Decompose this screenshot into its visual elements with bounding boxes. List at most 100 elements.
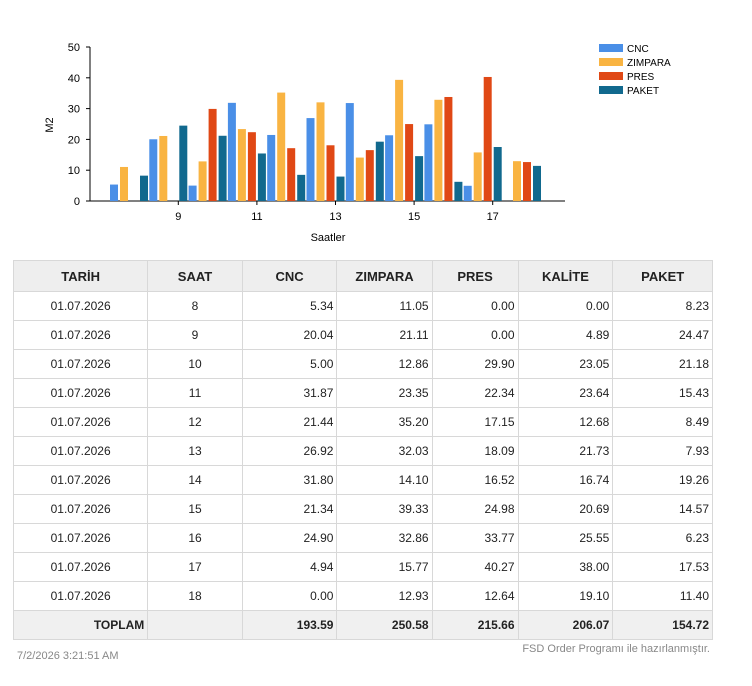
totals-label: TOPLAM (12, 610, 149, 640)
cell-pres: 33.77 (431, 523, 519, 553)
cell-date: 01.07.2026 (12, 291, 149, 321)
legend-swatch (599, 58, 623, 66)
cell-hour: 10 (147, 349, 243, 379)
cell-date: 01.07.2026 (12, 436, 149, 466)
cell-date: 01.07.2026 (12, 552, 149, 582)
cell-kalite: 20.69 (517, 494, 614, 524)
table-row: 01.07.2026 15 21.34 39.33 24.98 20.69 14.57 (12, 494, 713, 524)
totals-hour (147, 610, 243, 640)
bar-pres (326, 145, 335, 201)
chart-legend: CNC ZIMPARA PRES PAKET (599, 44, 671, 97)
cell-hour: 9 (147, 320, 243, 350)
bar-pres (405, 124, 414, 201)
table-row: 01.07.2026 10 5.00 12.86 29.90 23.05 21.18 (12, 349, 713, 379)
cell-zimpara: 14.10 (336, 465, 433, 495)
cell-paket: 17.53 (612, 552, 713, 582)
cell-pres: 40.27 (431, 552, 519, 582)
bar-paket (375, 141, 384, 201)
cell-cnc: 24.90 (241, 523, 338, 553)
bar-cnc (424, 124, 433, 201)
y-tick-label: 40 (68, 73, 80, 85)
table-row: 01.07.2026 14 31.80 14.10 16.52 16.74 19.26 (12, 465, 713, 495)
cell-pres: 24.98 (431, 494, 519, 524)
bar-paket (297, 174, 306, 201)
cell-date: 01.07.2026 (12, 349, 149, 379)
col-header-paket: PAKET (612, 260, 713, 292)
cell-hour: 17 (147, 552, 243, 582)
table-row: 01.07.2026 16 24.90 32.86 33.77 25.55 6.23 (12, 523, 713, 553)
bar-zimpara (434, 99, 443, 201)
cell-kalite: 4.89 (517, 320, 614, 350)
y-tick-label: 20 (68, 134, 80, 146)
bar-chart: 0 10 20 30 40 50 9 11 13 15 17 M2 Saatler CNC ZIMP… (44, 42, 671, 244)
cell-date: 01.07.2026 (12, 494, 149, 524)
bar-paket (533, 165, 541, 201)
cell-hour: 15 (147, 494, 243, 524)
cell-pres: 29.90 (431, 349, 519, 379)
cell-hour: 12 (147, 407, 243, 437)
cell-cnc: 21.44 (241, 407, 338, 437)
bar-zimpara (316, 102, 325, 201)
cell-cnc: 26.92 (241, 436, 338, 466)
cell-hour: 14 (147, 465, 243, 495)
cell-hour: 8 (147, 291, 243, 321)
table-row: 01.07.2026 17 4.94 15.77 40.27 38.00 17.53 (12, 552, 713, 582)
totals-row: TOPLAM 193.59 250.58 215.66 206.07 154.7… (12, 610, 713, 640)
cell-pres: 22.34 (431, 378, 519, 408)
cell-paket: 24.47 (612, 320, 713, 350)
legend-label: PRES (627, 72, 655, 83)
bar-cnc (345, 103, 354, 201)
cell-zimpara: 12.93 (336, 581, 433, 611)
cell-cnc: 20.04 (241, 320, 338, 350)
bar-pres (444, 96, 453, 201)
cell-date: 01.07.2026 (12, 465, 149, 495)
legend-swatch (599, 72, 623, 80)
bar-pres (247, 132, 256, 201)
cell-zimpara: 12.86 (336, 349, 433, 379)
cell-cnc: 5.00 (241, 349, 338, 379)
cell-date: 01.07.2026 (12, 320, 149, 350)
cell-pres: 18.09 (431, 436, 519, 466)
cell-cnc: 31.80 (241, 465, 338, 495)
cell-cnc: 0.00 (241, 581, 338, 611)
cell-paket: 21.18 (612, 349, 713, 379)
cell-cnc: 31.87 (241, 378, 338, 408)
cell-kalite: 23.64 (517, 378, 614, 408)
cell-paket: 7.93 (612, 436, 713, 466)
cell-date: 01.07.2026 (12, 581, 149, 611)
total-cnc: 193.59 (241, 610, 338, 640)
total-zimpara: 250.58 (336, 610, 433, 640)
x-tick-label: 11 (251, 211, 262, 223)
col-header-pres: PRES (431, 260, 519, 292)
total-pres: 215.66 (431, 610, 519, 640)
bar-paket (218, 135, 227, 201)
y-tick-label: 50 (68, 42, 80, 54)
bar-paket (336, 176, 345, 201)
cell-hour: 11 (147, 378, 243, 408)
cell-pres: 12.64 (431, 581, 519, 611)
table-row: 01.07.2026 12 21.44 35.20 17.15 12.68 8.49 (12, 407, 713, 437)
cell-zimpara: 23.35 (336, 378, 433, 408)
cell-paket: 8.49 (612, 407, 713, 437)
y-axis: 0 10 20 30 40 50 (68, 42, 91, 208)
cell-cnc: 4.94 (241, 552, 338, 582)
x-tick-label: 15 (408, 211, 420, 223)
col-header-zimpara: ZIMPARA (336, 260, 433, 292)
bar-zimpara (277, 92, 286, 201)
x-tick-label: 9 (175, 211, 181, 223)
col-header-date: TARİH (12, 260, 149, 292)
cell-paket: 15.43 (612, 378, 713, 408)
y-tick-label: 0 (74, 196, 80, 208)
cell-hour: 18 (147, 581, 243, 611)
cell-paket: 14.57 (612, 494, 713, 524)
cell-zimpara: 11.05 (336, 291, 433, 321)
cell-paket: 6.23 (612, 523, 713, 553)
cell-pres: 0.00 (431, 291, 519, 321)
legend-label: CNC (627, 44, 649, 55)
x-tick-label: 17 (487, 211, 499, 223)
bar-cnc (227, 102, 236, 201)
bar-paket (454, 181, 463, 201)
table-row: 01.07.2026 9 20.04 21.11 0.00 4.89 24.47 (12, 320, 713, 350)
bar-cnc (463, 185, 472, 201)
cell-paket: 8.23 (612, 291, 713, 321)
